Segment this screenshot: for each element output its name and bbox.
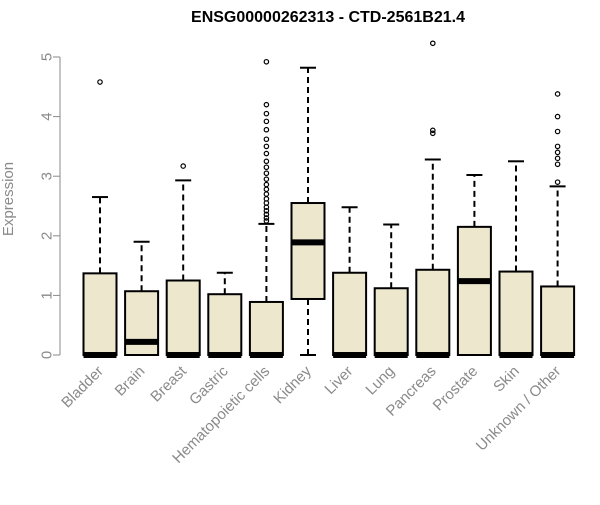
outlier-point [263,215,270,221]
outlier-point [263,58,270,65]
box-body [248,300,284,356]
boxes-layer [82,40,576,358]
outlier-point [263,191,270,197]
chart-title: ENSG00000262313 - CTD-2561B21.4 [191,9,465,26]
y-tick-label-2: 2 [39,232,56,240]
y-axis: 0 1 2 3 4 5 [39,53,61,359]
box-body [498,270,534,356]
outlier-point [263,207,270,214]
outlier-point [263,150,270,157]
y-tick-label-1: 1 [39,291,56,299]
outlier-point [263,101,270,108]
x-label-breast: Breast [147,362,190,405]
y-tick-label-4: 4 [39,112,56,120]
outlier-point [263,118,270,125]
x-label-kidney: Kidney [270,362,315,407]
box-lung [373,223,409,358]
outlier-point [554,113,561,120]
outlier-point [429,127,436,134]
outlier-point [180,163,187,169]
outlier-point [429,40,436,47]
box-body [124,290,160,356]
box-unknown-other [540,91,576,358]
box-gastric [207,271,243,358]
box-skin [498,160,534,358]
outlier-point [263,170,270,177]
box-body [456,225,492,356]
outlier-point [554,161,561,168]
box-body [415,268,451,356]
box-pancreas [415,40,451,358]
x-label-lung: Lung [362,363,398,399]
outlier-point [263,186,270,193]
x-label-bladder: Bladder [58,363,107,412]
outlier-point [263,211,270,218]
outlier-point [97,79,103,85]
outlier-point [263,164,270,171]
box-body [373,287,409,356]
y-tick-label-0: 0 [39,351,56,359]
box-bladder [82,79,118,358]
box-brain [124,240,160,356]
box-body [290,202,326,300]
x-label-prostate: Prostate [430,363,482,415]
outlier-point [554,149,561,156]
box-breast [165,163,201,358]
y-tick-label-3: 3 [39,172,56,180]
outlier-point [263,136,270,143]
box-body [207,293,243,357]
outlier-point [554,143,561,150]
outlier-point [429,130,436,137]
box-prostate [456,174,492,356]
y-tick-label-5: 5 [39,53,56,61]
outlier-point [263,126,270,133]
outlier-point [263,158,270,165]
outlier-point [554,155,561,162]
outlier-point [263,176,270,182]
y-axis-label: Expression [0,162,17,236]
outlier-point [554,128,561,135]
outlier-point [263,110,270,117]
outlier-point [554,91,561,97]
x-label-skin: Skin [490,363,523,396]
box-liver [332,206,368,358]
outlier-point [554,179,561,185]
box-body [82,272,118,356]
box-body [540,285,576,356]
outlier-point [263,181,270,188]
x-label-liver: Liver [321,363,356,398]
box-hematopoietic-cells [248,58,284,358]
box-body [332,271,368,357]
outlier-point [263,143,270,150]
box-body [165,279,201,356]
outlier-point [263,218,270,224]
box-kidney [290,66,326,356]
x-label-brain: Brain [112,363,149,400]
